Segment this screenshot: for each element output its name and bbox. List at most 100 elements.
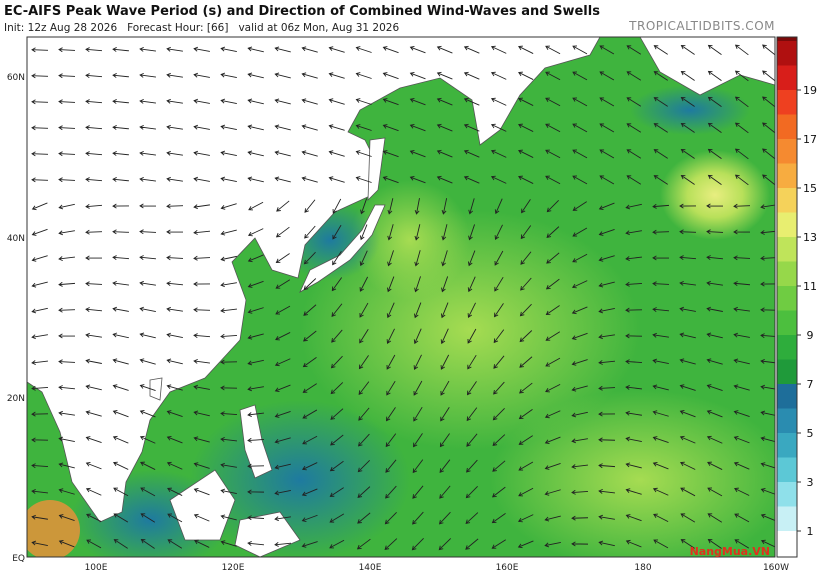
direction-arrow: [760, 462, 775, 469]
direction-arrow: [166, 410, 183, 417]
direction-arrow: [598, 385, 616, 391]
direction-arrow: [31, 99, 49, 105]
direction-arrow: [58, 462, 75, 469]
direction-arrow: [518, 435, 533, 445]
direction-arrow: [220, 411, 238, 417]
direction-arrow: [360, 198, 368, 215]
direction-arrow: [625, 539, 642, 548]
direction-arrow: [193, 488, 210, 496]
direction-arrow: [465, 538, 479, 550]
direction-arrow: [760, 307, 775, 313]
direction-arrow: [139, 409, 156, 418]
direction-arrow: [31, 307, 48, 314]
colorbar-bin: [777, 188, 797, 213]
direction-arrow: [653, 123, 668, 133]
direction-arrow: [466, 433, 478, 447]
direction-arrow: [680, 44, 695, 55]
direction-arrow: [409, 176, 426, 184]
direction-arrow: [545, 331, 561, 341]
direction-arrow: [274, 384, 291, 393]
direction-arrow: [301, 46, 318, 53]
direction-arrow: [707, 70, 722, 82]
direction-arrow: [733, 332, 750, 338]
direction-arrow: [193, 384, 210, 390]
direction-arrow: [166, 332, 183, 338]
direction-arrow: [518, 123, 534, 132]
direction-arrow: [544, 542, 561, 548]
direction-arrow: [301, 541, 318, 548]
direction-arrow: [707, 513, 723, 523]
direction-arrow: [413, 406, 423, 422]
colorbar-label: 13: [803, 231, 817, 244]
colorbar-label: 1: [807, 525, 814, 538]
direction-arrow: [707, 148, 722, 160]
direction-arrow: [166, 124, 183, 130]
direction-arrow: [519, 330, 533, 343]
colorbar-bin: [777, 163, 797, 188]
direction-arrow: [301, 150, 318, 157]
direction-arrow: [220, 255, 237, 262]
direction-arrow: [652, 307, 670, 312]
direction-arrow: [247, 176, 264, 183]
direction-arrow: [112, 332, 129, 339]
direction-arrow: [598, 228, 615, 236]
watermark: NangMua.VN: [690, 545, 770, 558]
direction-arrow: [355, 150, 372, 157]
direction-arrow: [85, 203, 103, 209]
direction-arrow: [440, 380, 450, 396]
direction-arrow: [112, 99, 130, 104]
direction-arrow: [762, 96, 775, 108]
direction-arrow: [625, 203, 642, 210]
direction-arrow: [545, 357, 561, 367]
direction-arrow: [494, 250, 504, 266]
direction-arrow: [386, 407, 396, 422]
direction-arrow: [193, 176, 210, 182]
direction-arrow: [436, 149, 453, 158]
direction-arrow: [679, 410, 696, 418]
direction-arrow: [545, 383, 561, 393]
direction-arrow: [85, 332, 102, 338]
direction-arrow: [652, 358, 669, 364]
direction-arrow: [274, 176, 291, 183]
direction-arrow: [734, 44, 749, 56]
direction-arrow: [31, 177, 49, 183]
direction-arrow: [220, 437, 237, 442]
direction-arrow: [468, 224, 475, 241]
direction-arrow: [220, 514, 237, 521]
direction-arrow: [85, 436, 102, 443]
direction-arrow: [494, 224, 503, 240]
colorbar-bin: [777, 65, 797, 90]
direction-arrow: [193, 410, 210, 417]
direction-arrow: [274, 490, 291, 496]
direction-arrow: [58, 436, 75, 442]
direction-arrow: [31, 411, 49, 417]
direction-arrow: [492, 434, 506, 447]
direction-arrow: [386, 354, 396, 370]
direction-arrow: [680, 174, 695, 185]
direction-arrow: [166, 461, 183, 470]
direction-arrow: [193, 72, 210, 78]
direction-arrow: [85, 125, 103, 131]
direction-arrow: [220, 488, 237, 495]
direction-arrow: [328, 176, 345, 183]
direction-arrow: [386, 328, 395, 344]
direction-arrow: [387, 198, 394, 215]
direction-arrow: [194, 539, 210, 548]
direction-arrow: [409, 150, 426, 158]
direction-arrow: [652, 203, 670, 209]
colorbar-bin: [777, 41, 797, 66]
direction-arrow: [166, 306, 183, 312]
direction-arrow: [274, 358, 291, 367]
direction-arrow: [760, 488, 775, 495]
direction-arrow: [247, 463, 265, 469]
direction-arrow: [733, 358, 750, 365]
direction-arrow: [303, 330, 317, 342]
direction-arrow: [760, 384, 775, 390]
direction-arrow: [86, 513, 102, 522]
direction-arrow: [112, 177, 130, 182]
direction-arrow: [626, 71, 642, 81]
direction-arrow: [330, 382, 344, 395]
direction-arrow: [332, 198, 342, 214]
direction-arrow: [85, 281, 103, 287]
direction-arrow: [409, 71, 426, 80]
